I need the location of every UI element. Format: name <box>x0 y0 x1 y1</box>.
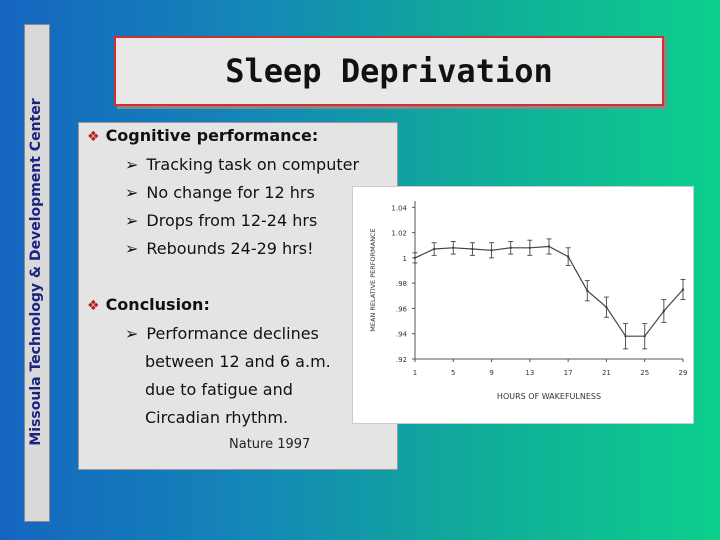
x-tick-label: 21 <box>602 369 611 377</box>
data-point <box>547 245 551 248</box>
y-tick-label: 1.04 <box>391 204 407 212</box>
data-point <box>528 246 532 249</box>
data-point <box>509 246 512 249</box>
y-tick-label: .92 <box>396 356 407 364</box>
y-tick-label: .98 <box>396 280 407 288</box>
content-box: ❖ Cognitive performance: ➢ Tracking task o… <box>78 122 398 470</box>
data-point <box>624 335 627 338</box>
data-point <box>452 246 455 249</box>
y-axis-label: MEAN RELATIVE PERFORMANCE <box>369 228 377 331</box>
data-point <box>681 288 685 291</box>
bullet-heading-cognitive: ❖ Cognitive performance: <box>87 126 318 145</box>
y-tick-label: .94 <box>396 331 408 339</box>
arrow-bullet-icon: ➢ <box>125 183 139 202</box>
sub-bullet-continuation: due to fatigue and <box>145 380 293 399</box>
x-tick-label: 9 <box>489 369 493 377</box>
arrow-bullet-icon: ➢ <box>125 239 139 258</box>
data-point <box>432 247 436 251</box>
sub-bullet-drops: ➢ Drops from 12-24 hrs <box>125 211 317 230</box>
sub-bullet-text: Tracking task on computer <box>146 155 360 174</box>
sub-bullet-text: Drops from 12-24 hrs <box>146 211 318 230</box>
data-point <box>490 249 493 252</box>
x-tick-label: 1 <box>413 369 417 377</box>
sub-bullet-tracking: ➢ Tracking task on computer <box>125 155 359 174</box>
data-point <box>586 289 589 292</box>
y-tick-label: .96 <box>396 305 408 313</box>
citation: Nature 1997 <box>229 437 311 452</box>
arrow-bullet-icon: ➢ <box>125 211 139 230</box>
y-tick-label: 1.02 <box>391 230 407 238</box>
x-tick-label: 29 <box>679 369 688 377</box>
x-axis-label: HOURS OF WAKEFULNESS <box>497 392 601 401</box>
chart-box: 1.04 1.02 1 .98 .96 .94 .92 1 5 9 13 17 21 25 29 MEAN R… <box>352 186 694 424</box>
y-tick-label: 1 <box>403 255 407 263</box>
slide-title: Sleep Deprivation <box>225 52 553 90</box>
x-tick-label: 17 <box>564 369 573 377</box>
sub-bullet-no-change: ➢ No change for 12 hrs <box>125 183 315 202</box>
bullet-heading-text: Conclusion: <box>105 295 210 314</box>
series-line <box>414 245 684 337</box>
sub-bullet-text: Performance declines <box>146 324 319 343</box>
arrow-bullet-icon: ➢ <box>125 155 139 174</box>
performance-chart: 1.04 1.02 1 .98 .96 .94 .92 1 5 9 13 17 21 25 29 MEAN R… <box>369 201 688 401</box>
data-point <box>413 256 417 260</box>
sub-bullet-conclusion: ➢ Performance declines <box>125 324 319 343</box>
sub-bullet-text: Rebounds 24-29 hrs! <box>146 239 314 258</box>
x-tick-label: 13 <box>525 369 534 377</box>
data-point <box>662 309 666 313</box>
bullet-heading-conclusion: ❖ Conclusion: <box>87 295 210 314</box>
x-tick-label: 25 <box>640 369 649 377</box>
arrow-bullet-icon: ➢ <box>125 324 139 343</box>
data-point <box>566 255 570 258</box>
side-banner-bar <box>24 24 50 522</box>
diamond-bullet-icon: ❖ <box>87 129 100 145</box>
bullet-heading-text: Cognitive performance: <box>105 126 319 145</box>
data-point <box>643 335 646 338</box>
sub-bullet-continuation: between 12 and 6 a.m. <box>145 352 331 371</box>
sub-bullet-rebounds: ➢ Rebounds 24-29 hrs! <box>125 239 314 258</box>
diamond-bullet-icon: ❖ <box>87 298 100 314</box>
data-point <box>471 247 474 251</box>
data-point <box>605 305 608 309</box>
side-banner-text: Missoula Technology & Development Center <box>28 98 44 446</box>
title-box: Sleep Deprivation <box>114 36 664 106</box>
x-tick-label: 5 <box>451 369 455 377</box>
sub-bullet-text: No change for 12 hrs <box>146 183 315 202</box>
sub-bullet-continuation: Circadian rhythm. <box>145 408 289 427</box>
